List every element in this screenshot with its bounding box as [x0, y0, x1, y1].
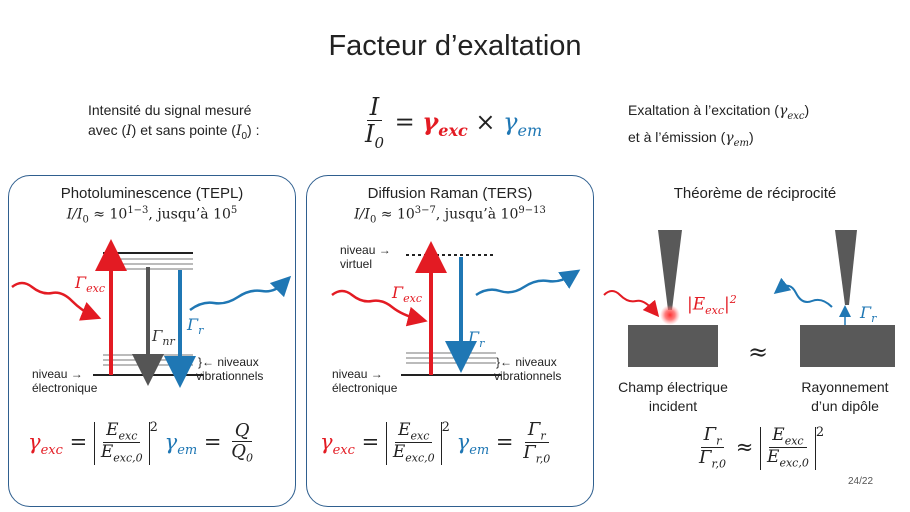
raman-virtual-label: niveau → virtuel — [340, 243, 391, 271]
field-label: |Eexc|2 — [687, 293, 737, 318]
intro-line-1: Intensité du signal mesuré — [88, 102, 252, 118]
reciprocity-diagram — [603, 230, 895, 367]
left-caption: Champ électrique incident — [618, 379, 728, 414]
pl-gamma-nr: Γnr — [152, 327, 175, 348]
panel-pl-ratio: I/I0 ≈ 101−3, jusqu’à 105 — [66, 205, 238, 226]
raman-gamma-exc: Γexc — [392, 283, 422, 306]
panel-pl-title: Photoluminescence (TEPL) — [60, 185, 244, 202]
reciprocity-title: Théorème de réciprocité — [673, 185, 837, 202]
outgoing-wave — [475, 269, 581, 297]
main-formula: I I0 = γexc × γem — [365, 93, 543, 152]
pl-gamma-r: Γr — [187, 315, 204, 338]
emitted-wave — [773, 277, 833, 308]
incoming-wave — [331, 289, 428, 327]
panel-raman-title: Diffusion Raman (TERS) — [367, 185, 533, 202]
incoming-wave — [603, 290, 660, 318]
approx-symbol: ≈ — [748, 338, 769, 366]
intro-line-2: avec (I) et sans pointe (I0) : — [88, 122, 260, 142]
reciprocity-gamma-r: Γr — [860, 303, 877, 326]
page-number: 24/22 — [848, 476, 874, 487]
panel-raman-ratio: I/I0 ≈ 103−7, jusqu’à 109−13 — [354, 205, 546, 226]
outgoing-wave — [189, 275, 292, 312]
pl-formula: γexc = Eexc Eexc,0 2 γem = Q Q0 — [28, 419, 253, 465]
field-hotspot — [660, 305, 680, 325]
tip-right — [835, 230, 857, 305]
raman-vib-label: }← niveaux vibrationnels — [494, 355, 562, 383]
pl-gamma-exc: Γexc — [75, 273, 105, 296]
substrate-left — [628, 325, 718, 367]
slide-title: Facteur d’exaltation — [328, 30, 582, 62]
raman-formula: γexc = Eexc Eexc,0 2 γem = Γr Γr,0 — [320, 418, 551, 466]
exaltation-text: Exaltation à l’excitation (γexc) et à l’… — [628, 102, 810, 149]
raman-gamma-r: Γr — [468, 328, 485, 351]
right-caption: Rayonnement d’un dipôle — [801, 379, 889, 414]
incoming-wave — [11, 281, 102, 321]
pl-vib-label: }← niveaux vibrationnels — [196, 355, 264, 383]
panel-photoluminescence — [8, 175, 296, 507]
substrate-right — [800, 325, 895, 367]
intro-text: Intensité du signal mesuré avec (I) et s… — [88, 100, 259, 147]
pl-energy-diagram — [11, 239, 292, 388]
pl-electronic-label: niveau → électronique — [32, 367, 98, 395]
raman-electronic-label: niveau → électronique — [332, 367, 398, 395]
reciprocity-formula: Γr Γr,0 ≈ Eexc Eexc,0 2 — [699, 423, 825, 471]
tip-left — [658, 230, 682, 310]
raman-energy-diagram — [331, 241, 581, 376]
